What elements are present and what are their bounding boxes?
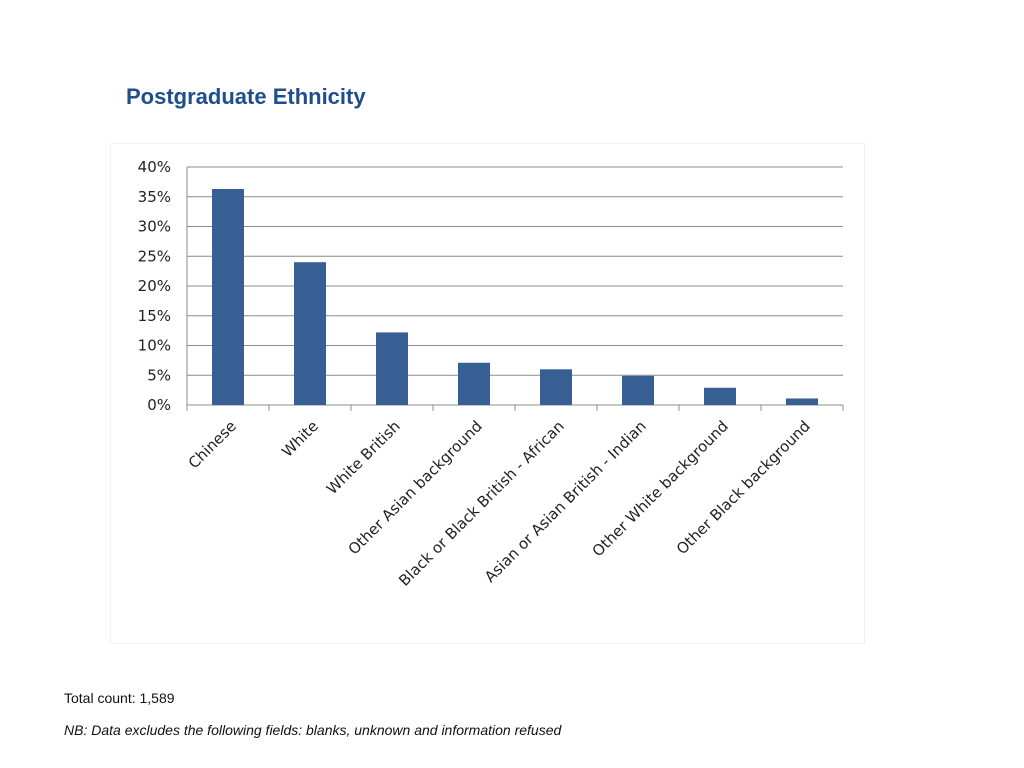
data-note: NB: Data excludes the following fields: …	[64, 722, 562, 738]
y-tick-label: 30%	[138, 218, 171, 236]
y-tick-label: 40%	[138, 158, 171, 176]
y-tick-label: 10%	[138, 337, 171, 355]
y-tick-label: 20%	[138, 277, 171, 295]
y-tick-label: 25%	[138, 247, 171, 265]
bar	[540, 369, 572, 405]
chart-area: 0% 5% 10% 15% 20% 25% 30% 35% 40% Chinese White Whi…	[110, 143, 865, 644]
y-tick-label: 35%	[138, 188, 171, 206]
y-tick-label: 5%	[147, 366, 171, 384]
x-tick-label: Black or Black British - African	[395, 417, 568, 590]
total-count: Total count: 1,589	[64, 690, 175, 706]
chart-title: Postgraduate Ethnicity	[126, 84, 366, 109]
bar	[704, 387, 736, 405]
x-tick-label: Other Asian background	[345, 417, 486, 558]
x-tick-label: Chinese	[185, 417, 240, 472]
y-tick-label: 0%	[147, 396, 171, 414]
bar	[622, 375, 654, 405]
x-tick-label: White	[278, 417, 322, 461]
bar	[458, 362, 490, 405]
x-tick-label: White British	[323, 417, 404, 498]
bar	[376, 332, 408, 405]
bar-chart: 0% 5% 10% 15% 20% 25% 30% 35% 40% Chinese White Whi…	[138, 158, 844, 590]
x-tick-label: Other White background	[589, 417, 732, 560]
y-tick-label: 15%	[138, 307, 171, 325]
bar	[212, 189, 244, 405]
x-tick-label: Other Black background	[673, 417, 814, 558]
x-tick-label: Asian or Asian British - Indian	[481, 417, 650, 586]
bar	[294, 262, 326, 405]
bar	[786, 398, 818, 405]
